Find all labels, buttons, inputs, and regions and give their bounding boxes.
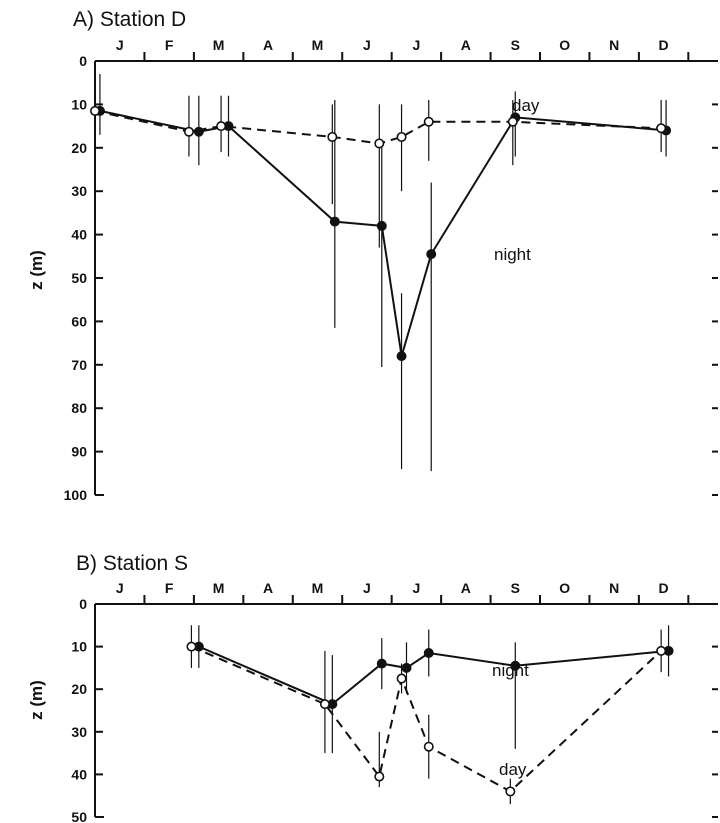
x-tick-label: D xyxy=(659,580,669,596)
y-axis-label: z (m) xyxy=(27,680,46,720)
annotation-night: night xyxy=(492,661,529,680)
x-tick-label: A xyxy=(461,580,471,596)
x-tick-label: S xyxy=(511,37,520,53)
data-point xyxy=(396,131,407,142)
x-tick-label: O xyxy=(559,580,570,596)
series-line xyxy=(191,645,662,793)
data-point xyxy=(216,121,227,132)
data-point xyxy=(656,123,667,134)
data-point xyxy=(423,647,434,658)
data-point xyxy=(505,786,516,797)
series-line xyxy=(198,645,669,706)
data-point xyxy=(401,662,412,673)
y-tick-label: 0 xyxy=(79,53,87,69)
panel-station-d: A) Station D z (m) J F M A M J J A S O N D 0 10 20 30 40… xyxy=(27,8,718,503)
x-tick-label: A xyxy=(263,37,273,53)
series-day xyxy=(186,625,667,805)
y-tick-label: 40 xyxy=(71,766,87,782)
data-point xyxy=(376,658,387,669)
x-tick-label: J xyxy=(412,37,420,53)
panel-title: A) Station D xyxy=(73,8,186,31)
data-point xyxy=(374,138,385,149)
x-tick-label: J xyxy=(363,37,371,53)
y-tick-label: 10 xyxy=(71,639,87,655)
annotation-day: day xyxy=(512,96,540,115)
data-point xyxy=(507,116,518,127)
x-tick-label: N xyxy=(609,580,619,596)
data-point xyxy=(423,741,434,752)
y-tick-label: 60 xyxy=(71,313,87,329)
plot-area xyxy=(90,74,672,472)
x-tick-label: J xyxy=(116,37,124,53)
x-tick-label: M xyxy=(312,580,324,596)
axes: J F M A M J J A S O N D 0 10 20 30 40 50 xyxy=(71,580,718,823)
data-point xyxy=(90,105,101,116)
x-tick-label: M xyxy=(213,37,225,53)
y-tick-label: 50 xyxy=(71,270,87,286)
axes: J F M A M J J A S O N D 0 10 20 30 40 50 60 70 80 90 100 xyxy=(64,37,718,503)
y-tick-label: 50 xyxy=(71,809,87,823)
y-tick-label: 70 xyxy=(71,357,87,373)
x-tick-label: M xyxy=(312,37,324,53)
y-tick-label: 10 xyxy=(71,96,87,112)
series-day xyxy=(90,91,667,248)
plot-area xyxy=(186,625,674,805)
x-tick-label: D xyxy=(659,37,669,53)
y-tick-label: 0 xyxy=(79,596,87,612)
y-tick-label: 30 xyxy=(71,724,87,740)
data-point xyxy=(510,660,521,671)
x-tick-label: F xyxy=(165,580,174,596)
x-tick-label: J xyxy=(116,580,124,596)
data-point xyxy=(396,351,407,362)
data-point xyxy=(186,641,197,652)
x-tick-label: N xyxy=(609,37,619,53)
y-axis-label: z (m) xyxy=(27,250,46,290)
data-point xyxy=(396,673,407,684)
x-tick-label: A xyxy=(263,580,273,596)
y-tick-label: 40 xyxy=(71,227,87,243)
series-line xyxy=(99,109,667,357)
x-tick-label: A xyxy=(461,37,471,53)
x-tick-label: M xyxy=(213,580,225,596)
data-point xyxy=(374,771,385,782)
y-tick-label: 20 xyxy=(71,140,87,156)
data-point xyxy=(319,699,330,710)
y-tick-label: 30 xyxy=(71,183,87,199)
data-point xyxy=(426,249,437,260)
x-tick-label: F xyxy=(165,37,174,53)
data-point xyxy=(329,216,340,227)
x-tick-label: O xyxy=(559,37,570,53)
data-point xyxy=(327,131,338,142)
data-point xyxy=(656,645,667,656)
y-tick-label: 20 xyxy=(71,681,87,697)
series-night xyxy=(193,625,674,754)
y-tick-label: 90 xyxy=(71,444,87,460)
x-tick-label: J xyxy=(412,580,420,596)
data-point xyxy=(423,116,434,127)
panel-station-s: B) Station S z (m) J F M A M J J A S O N D 0 10 20 30 40… xyxy=(27,552,718,823)
data-point xyxy=(183,126,194,137)
x-tick-label: S xyxy=(511,580,520,596)
y-tick-label: 100 xyxy=(64,487,88,503)
series-night xyxy=(94,74,672,472)
annotation-night: night xyxy=(494,245,531,264)
annotation-day: day xyxy=(499,760,527,779)
panel-title: B) Station S xyxy=(76,552,188,575)
x-tick-label: J xyxy=(363,580,371,596)
y-tick-label: 80 xyxy=(71,400,87,416)
